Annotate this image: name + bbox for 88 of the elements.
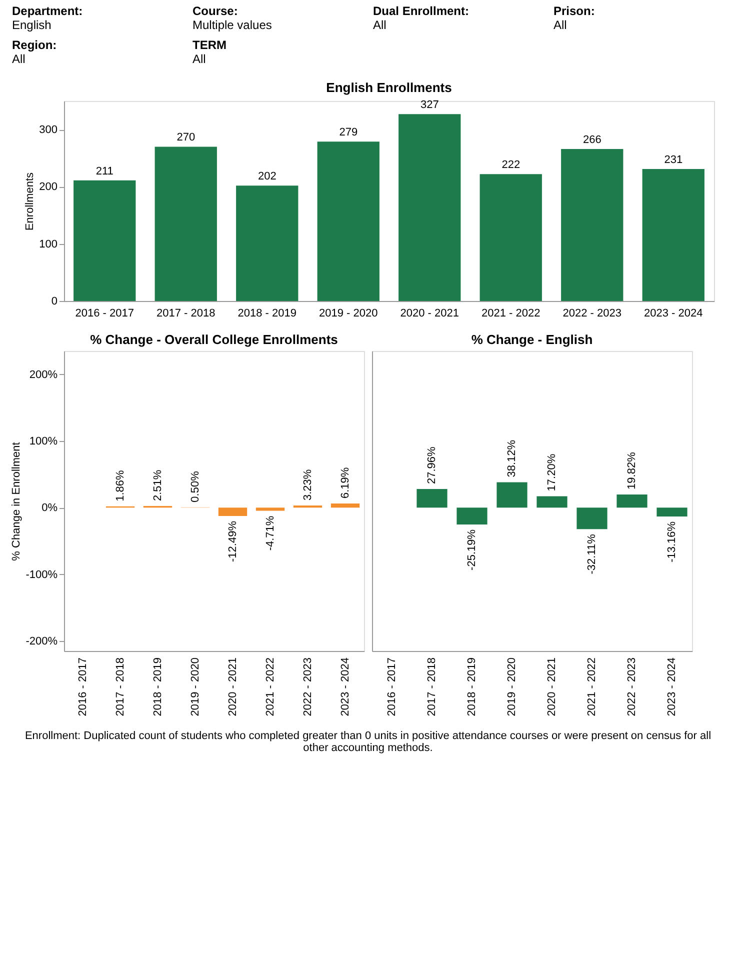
y-tick-label: -100% (26, 568, 58, 581)
bar (496, 482, 528, 508)
bar (456, 508, 488, 524)
x-tick-label: 2022 - 2023 (626, 658, 638, 716)
bar (642, 169, 704, 301)
data-label: 38.12% (506, 440, 518, 478)
data-label: -25.19% (466, 529, 478, 570)
data-label: 202 (258, 170, 276, 183)
chart-title: % Change - Overall College Enrollments (90, 332, 338, 347)
data-label: 211 (96, 165, 114, 178)
x-tick-label: 2016 - 2017 (76, 658, 89, 716)
data-label: -4.71% (264, 516, 276, 551)
x-tick-label: 2022 - 2023 (562, 308, 622, 320)
text: All (373, 18, 388, 32)
x-tick-label: 2019 - 2020 (506, 658, 518, 716)
x-tick-label: 2020 - 2021 (226, 658, 239, 716)
y-tick-label: 200% (29, 368, 58, 381)
x-tick-label: 2020 - 2021 (400, 308, 459, 320)
text: All (554, 18, 568, 32)
data-label: 6.19% (339, 467, 352, 499)
bar (656, 508, 688, 516)
x-tick-label: 2023 - 2024 (666, 658, 678, 716)
text: Course: (192, 4, 239, 18)
text: Department: (12, 4, 84, 18)
bar (398, 114, 461, 301)
text: Multiple values (192, 18, 273, 32)
x-tick-label: 2017 - 2018 (156, 308, 216, 320)
y-tick-label: 200 (39, 181, 58, 194)
x-tick-label: 2019 - 2020 (319, 308, 378, 320)
y-axis-title: % Change in Enrollment (10, 442, 23, 561)
bar (416, 489, 448, 508)
x-tick-label: 2018 - 2019 (152, 658, 164, 716)
y-tick-label: 100% (29, 436, 58, 448)
y-tick-label: 0% (42, 502, 58, 514)
x-tick-label: 2020 - 2021 (546, 658, 558, 716)
data-label: 3.23% (302, 469, 314, 501)
chart-title: % Change - English (471, 332, 593, 347)
y-tick-label: 0 (51, 296, 58, 308)
x-tick-label: 2022 - 2023 (302, 658, 314, 716)
bar (576, 508, 608, 530)
bar (74, 180, 136, 301)
data-label: 327 (420, 99, 439, 112)
x-tick-label: 2021 - 2022 (586, 658, 598, 716)
data-label: 1.86% (114, 470, 126, 502)
data-label: -12.49% (226, 520, 239, 562)
bar (154, 146, 217, 301)
text: All (12, 52, 26, 66)
bar (317, 142, 380, 301)
text: English (12, 18, 52, 32)
text: All (192, 52, 207, 66)
data-label: 27.96% (426, 446, 438, 484)
x-tick-label: 2016 - 2017 (386, 658, 398, 716)
bar (236, 186, 298, 301)
y-tick-label: -200% (26, 636, 58, 648)
data-label: 0.50% (189, 470, 202, 502)
x-tick-label: 2023 - 2024 (644, 308, 703, 320)
x-tick-label: 2021 - 2022 (482, 308, 540, 320)
data-label: 266 (582, 134, 602, 146)
data-label: 279 (339, 126, 358, 139)
x-tick-label: 2021 - 2022 (264, 658, 276, 716)
data-label: -13.16% (666, 521, 678, 562)
text: Dual Enrollment: (373, 4, 470, 18)
text: Enrollment: Duplicated count of students who completed greater than 0 units in positive attendance courses or were present on census for all other accounting methods. (24, 730, 712, 754)
text: Prison: (554, 4, 596, 18)
text: TERM (192, 38, 228, 52)
y-tick-label: 300 (39, 124, 58, 136)
y-axis-title: Enrollments (24, 172, 36, 231)
bar (561, 149, 624, 301)
data-label: 17.20% (546, 454, 558, 492)
data-label: 231 (664, 154, 683, 166)
bar (480, 174, 542, 301)
x-tick-label: 2017 - 2018 (426, 658, 438, 716)
x-tick-label: 2018 - 2019 (238, 308, 296, 320)
data-label: 222 (502, 159, 520, 172)
data-label: 270 (176, 132, 196, 144)
x-tick-label: 2016 - 2017 (75, 308, 134, 320)
data-label: -32.11% (586, 534, 598, 574)
x-tick-label: 2019 - 2020 (189, 658, 202, 716)
x-tick-label: 2018 - 2019 (466, 658, 478, 716)
x-tick-label: 2017 - 2018 (114, 658, 126, 716)
data-label: 19.82% (626, 452, 638, 490)
chart-title: English Enrollments (326, 80, 452, 96)
bar (536, 496, 568, 508)
y-tick-label: 100 (39, 238, 58, 250)
x-tick-label: 2023 - 2024 (339, 658, 352, 716)
data-label: 2.51% (152, 470, 164, 501)
bar (616, 494, 648, 508)
text: Region: (12, 38, 58, 52)
